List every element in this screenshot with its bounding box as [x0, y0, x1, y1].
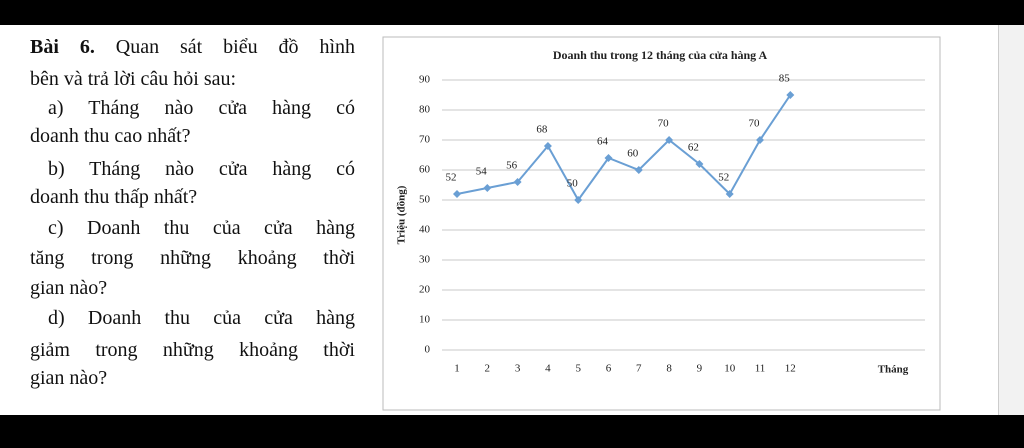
data-point	[756, 136, 764, 144]
data-label: 54	[476, 166, 488, 178]
y-tick-label: 0	[425, 344, 431, 356]
scroll-strip	[998, 25, 1024, 415]
chart-title: Doanh thu trong 12 tháng của cửa hàng A	[553, 48, 768, 62]
data-label: 64	[597, 136, 609, 148]
text-line: Bài 6. Quan sát biểu đồ hình	[30, 35, 355, 59]
y-tick-label: 90	[419, 74, 431, 86]
data-line	[456, 94, 792, 202]
y-tick-label: 10	[419, 314, 431, 326]
data-point	[695, 160, 704, 168]
x-tick-label: 8	[666, 363, 672, 375]
data-point	[513, 178, 522, 186]
data-label: 52	[446, 172, 457, 184]
y-tick-label: 50	[419, 194, 431, 206]
x-tick-label: 10	[724, 363, 736, 375]
x-tick-label: 9	[697, 363, 703, 375]
data-point	[453, 190, 461, 198]
data-point	[483, 184, 492, 192]
data-label: 62	[688, 142, 699, 154]
data-point	[574, 196, 583, 204]
y-tick-label: 30	[419, 254, 431, 266]
data-point	[786, 91, 795, 99]
x-tick-label: 12	[785, 363, 796, 375]
text-line: tăng trong những khoảng thời	[30, 247, 355, 269]
data-label: 50	[567, 178, 579, 190]
data-label: 52	[718, 172, 729, 184]
x-tick-label: 3	[515, 363, 521, 375]
x-tick-label: 7	[636, 363, 642, 375]
text-line: doanh thu cao nhất?	[30, 125, 191, 147]
data-point	[725, 190, 734, 198]
y-tick-label: 20	[419, 284, 431, 296]
data-label: 70	[749, 118, 761, 130]
x-tick-label: 6	[606, 363, 612, 375]
data-label: 56	[506, 160, 518, 172]
text-line: a) Tháng nào cửa hàng có	[48, 97, 355, 119]
text-line: bên và trả lời câu hỏi sau:	[30, 68, 237, 90]
text-line: b) Tháng nào cửa hàng có	[48, 158, 355, 180]
text-line: giảm trong những khoảng thời	[30, 339, 355, 361]
y-tick-label: 60	[419, 164, 431, 176]
data-point	[634, 166, 643, 174]
x-tick-label: 2	[485, 363, 491, 375]
text: Quan sát biểu đồ hình	[115, 36, 356, 58]
text-line: doanh thu thấp nhất?	[30, 186, 198, 208]
y-tick-label: 70	[419, 134, 431, 146]
data-point	[543, 142, 552, 150]
y-tick-label: 40	[419, 224, 431, 236]
x-tick-label: 11	[755, 363, 766, 375]
text-line: gian nào?	[30, 277, 108, 299]
y-axis-label: Triệu (đồng)	[396, 185, 408, 244]
x-tick-label: 1	[454, 363, 460, 375]
text-line: d) Doanh thu của cửa hàng	[48, 307, 355, 329]
x-tick-label: 4	[545, 363, 551, 375]
data-label: 68	[536, 124, 548, 136]
data-label: 60	[627, 148, 639, 160]
data-label: 85	[779, 73, 791, 85]
x-axis-label: Tháng	[878, 364, 909, 376]
data-point	[665, 136, 674, 144]
text-line: c) Doanh thu của cửa hàng	[48, 217, 355, 239]
data-point	[604, 154, 613, 162]
data-label: 70	[658, 118, 670, 130]
y-tick-label: 80	[419, 104, 431, 116]
exercise-label: Bài 6.	[30, 36, 95, 58]
text-line: gian nào?	[30, 367, 108, 389]
chart-frame	[382, 36, 941, 411]
x-tick-label: 5	[575, 363, 581, 375]
